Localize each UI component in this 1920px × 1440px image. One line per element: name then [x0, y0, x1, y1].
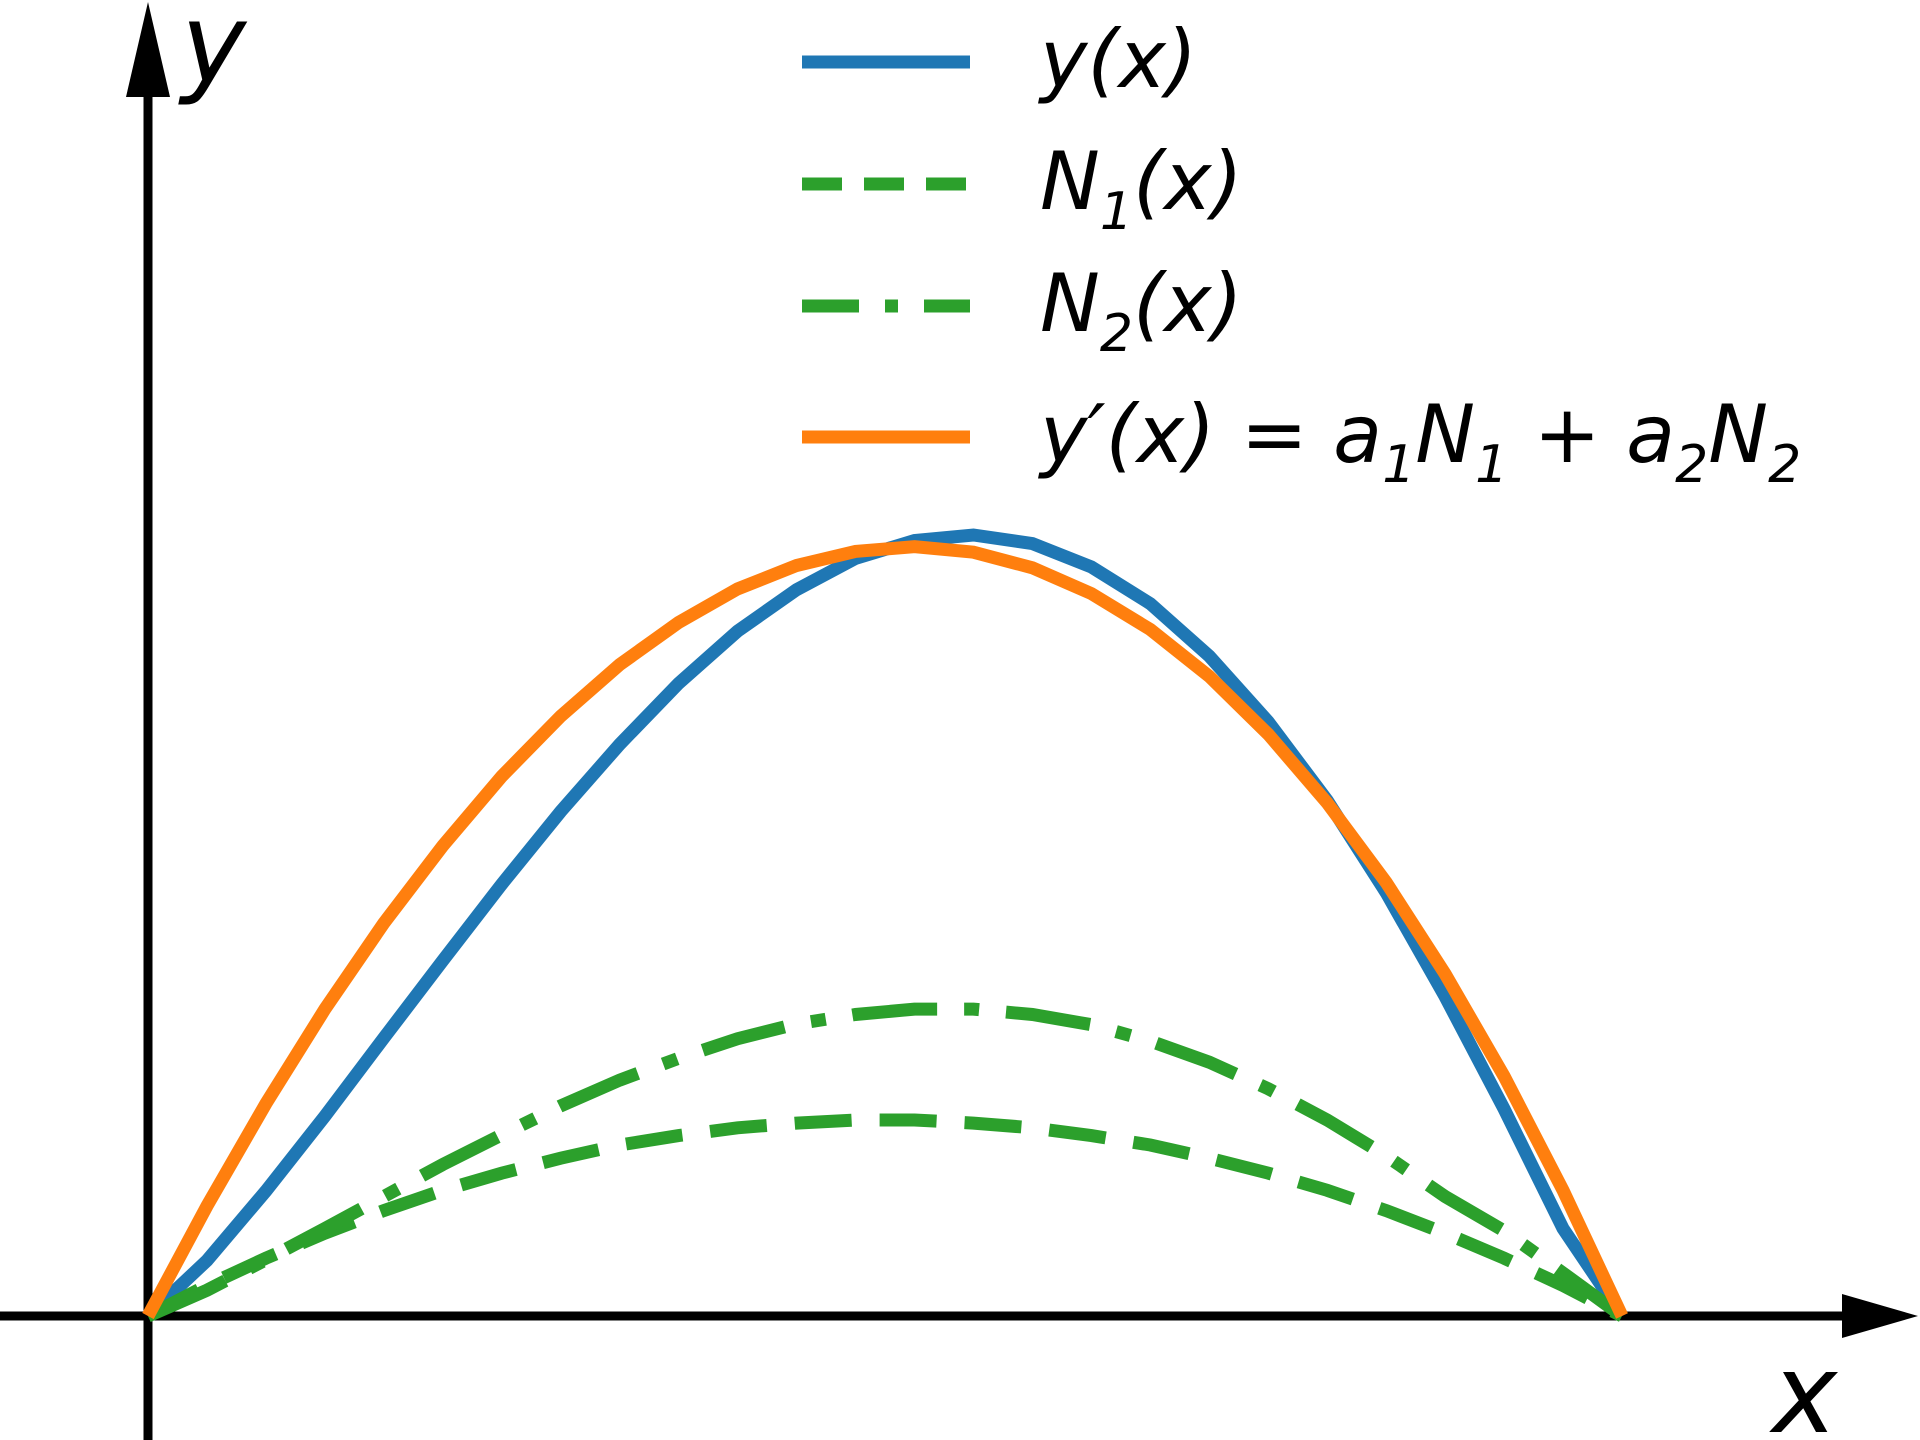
- legend-entry-N2: N2(x): [802, 257, 1243, 364]
- y-axis: [126, 2, 170, 1440]
- curve-shape-function-2: [145, 1002, 1626, 1322]
- legend-entry-N1: N1(x): [802, 135, 1243, 242]
- curve-group: [142, 528, 1628, 1322]
- y-axis-arrowhead-icon: [126, 2, 170, 97]
- legend-entry-y-approx: y′(x) = a1N1 + a2N2: [802, 388, 1801, 495]
- x-axis: [0, 1294, 1918, 1338]
- x-axis-arrowhead-icon: [1842, 1294, 1918, 1338]
- legend-label-N2: N2(x): [1040, 257, 1243, 364]
- curve-exact-solution: [143, 528, 1628, 1321]
- x-axis-label: x: [1769, 1330, 1839, 1440]
- legend-label-y-exact: y(x): [1038, 13, 1197, 106]
- legend-label-N1: N1(x): [1040, 135, 1243, 242]
- y-axis-label: y: [178, 0, 248, 108]
- legend-label-y-approx: y′(x) = a1N1 + a2N2: [1038, 388, 1801, 495]
- curve-galerkin-approximation: [142, 540, 1628, 1320]
- legend: y(x) N1(x) N2(x) y′(x) = a1N1 + a2N2: [802, 13, 1801, 495]
- legend-entry-y-exact: y(x): [802, 13, 1197, 106]
- curve-shape-function-1: [145, 1113, 1625, 1322]
